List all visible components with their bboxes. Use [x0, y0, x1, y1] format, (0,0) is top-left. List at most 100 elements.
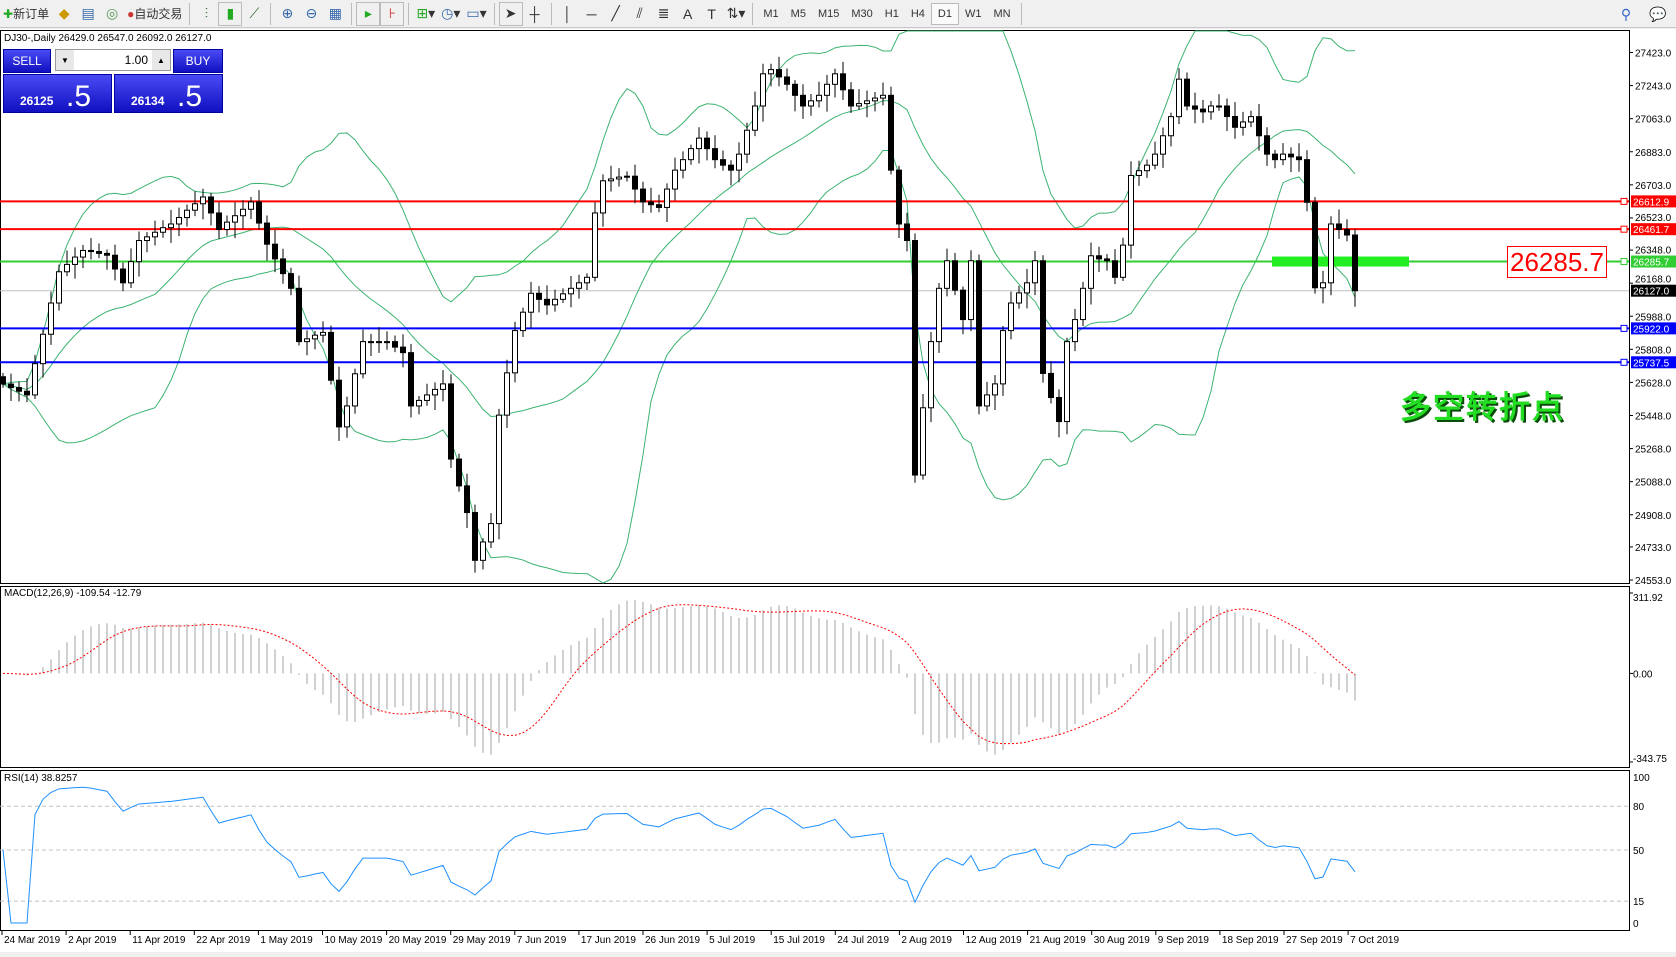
zoom-out-button[interactable]: ⊖: [299, 2, 323, 26]
main-panel-frame: [0, 30, 1630, 584]
bearish-candle: [448, 383, 454, 460]
tile-windows-button[interactable]: ▦: [323, 2, 347, 26]
timeframe-m1[interactable]: M1: [763, 7, 779, 20]
chart-canvas[interactable]: 27423.0 27243.0 27063.0 26883.0 26703.0 26523…: [0, 29, 1676, 952]
lot-size-input[interactable]: 1.00: [124, 53, 148, 67]
new-order-button[interactable]: ✚ 新订单: [3, 6, 50, 22]
zoom-in-button[interactable]: ⊕: [275, 2, 299, 26]
bullish-candle: [344, 405, 350, 428]
text-label-button[interactable]: T: [700, 2, 724, 26]
lot-size-stepper[interactable]: ▼ 1.00 ▲: [55, 49, 171, 71]
crosshair-icon: ┼: [529, 5, 540, 22]
channel-button[interactable]: ⫽: [628, 2, 652, 26]
price-axis-label: 27423.0: [1635, 49, 1672, 60]
decrease-lot-button[interactable]: ▼: [56, 50, 74, 70]
bullish-candle: [504, 372, 510, 416]
crosshair-button[interactable]: ┼: [523, 2, 547, 26]
bullish-candle: [1064, 341, 1070, 423]
increase-lot-button[interactable]: ▲: [152, 50, 170, 70]
timeframe-d1[interactable]: D1: [930, 2, 959, 25]
bullish-candle: [696, 137, 702, 150]
chart-shift-button[interactable]: ⊦: [380, 1, 405, 26]
timeframe-h4[interactable]: H4: [910, 7, 925, 20]
timeframe-m15[interactable]: M15: [817, 7, 840, 20]
bearish-candle: [392, 341, 398, 348]
divider: [493, 2, 495, 25]
bullish-candle: [1016, 292, 1022, 304]
chart-window[interactable]: 27423.0 27243.0 27063.0 26883.0 26703.0 26523…: [0, 29, 1676, 952]
text-icon: A: [682, 5, 693, 22]
price-axis-label: 25268.0: [1635, 445, 1672, 456]
pivot-price-label[interactable]: 26285.7: [1507, 246, 1607, 278]
bearish-candle: [888, 94, 894, 171]
timeframe-mn[interactable]: MN: [993, 7, 1011, 20]
annotation-text[interactable]: 多空转折点: [1400, 390, 1565, 425]
navigator-button[interactable]: ▤: [76, 2, 100, 26]
periods-button[interactable]: ◷ ▾: [441, 5, 461, 21]
auto-scroll-button[interactable]: ▸: [356, 1, 381, 26]
timeframe-h1[interactable]: H1: [884, 7, 899, 20]
timeframe-m5[interactable]: M5: [790, 7, 806, 20]
timeframe-w1[interactable]: W1: [964, 7, 982, 20]
signals-button[interactable]: ◎: [100, 2, 124, 26]
chart-shift-icon: ⊦: [388, 5, 396, 21]
bullish-candle: [824, 83, 830, 96]
horizontal-line-button[interactable]: ─: [580, 2, 604, 26]
bar-chart-button[interactable]: ⫶: [194, 2, 218, 26]
market-watch-button[interactable]: ◆: [52, 2, 76, 26]
trendline-button[interactable]: ╱: [604, 2, 628, 26]
line-chart-button[interactable]: ⟋: [242, 2, 266, 26]
bar-chart-icon: ⫶: [204, 5, 209, 21]
fibonacci-button[interactable]: ≣: [652, 2, 676, 26]
price-axis-label: 25628.0: [1635, 378, 1672, 389]
bullish-candle: [136, 240, 142, 263]
buy-price-button[interactable]: 26134 .5: [114, 74, 223, 113]
date-axis-label: 22 Apr 2019: [196, 935, 250, 946]
arrows-button[interactable]: ⇅ ▾: [726, 5, 746, 21]
bullish-candle: [736, 153, 742, 171]
timeframe-m30[interactable]: M30: [851, 7, 873, 20]
price-level-label: 25737.5: [1633, 358, 1670, 369]
price-level-label: 25922.0: [1633, 324, 1670, 335]
auto-trading-button[interactable]: ● 自动交易: [127, 6, 183, 22]
bearish-candle: [536, 292, 542, 300]
price-axis-label: 24553.0: [1635, 576, 1672, 587]
macd-panel-frame: [0, 586, 1630, 768]
bearish-candle: [1104, 258, 1110, 262]
cursor-button[interactable]: ➤: [498, 1, 523, 26]
bullish-candle: [424, 394, 430, 401]
indicators-button[interactable]: ⊞ ▾: [416, 5, 436, 21]
bollinger-middle-band: [2, 100, 1356, 418]
bullish-candle: [32, 363, 38, 396]
text-button[interactable]: A: [676, 2, 700, 26]
bearish-candle: [840, 73, 846, 91]
divider: [752, 2, 754, 25]
vertical-line-button[interactable]: │: [556, 2, 580, 26]
symbol-info: DJ30-,Daily 26429.0 26547.0 26092.0 2612…: [4, 33, 212, 44]
signal-icon: ◎: [105, 5, 119, 21]
horizontal-line-icon: ─: [586, 5, 597, 22]
sell-price-button[interactable]: 26125 .5: [3, 74, 112, 113]
bullish-candle: [64, 263, 70, 273]
bullish-candle: [192, 203, 198, 211]
bearish-candle: [1288, 153, 1294, 158]
bearish-candle: [1344, 228, 1350, 236]
bullish-candle: [1000, 330, 1006, 385]
candlestick-button[interactable]: ▮: [218, 1, 243, 26]
bullish-candle: [1160, 135, 1166, 155]
buy-button[interactable]: BUY: [173, 49, 223, 73]
bullish-candle: [920, 407, 926, 476]
chat-button[interactable]: 💬: [1646, 2, 1670, 26]
bearish-candle: [912, 240, 918, 476]
search-button[interactable]: ⚲: [1614, 2, 1638, 26]
sell-button[interactable]: SELL: [3, 49, 51, 73]
bearish-candle: [1040, 260, 1046, 374]
bearish-candle: [1264, 135, 1270, 155]
price-axis-label: 26883.0: [1635, 148, 1672, 159]
price-level-label: 26612.9: [1633, 197, 1670, 208]
new-order-icon: ✚: [3, 6, 14, 21]
bearish-candle: [112, 254, 118, 270]
bearish-candle: [216, 212, 222, 230]
macd-signal-line: [2, 604, 1356, 745]
templates-button[interactable]: ▭ ▾: [466, 5, 487, 21]
